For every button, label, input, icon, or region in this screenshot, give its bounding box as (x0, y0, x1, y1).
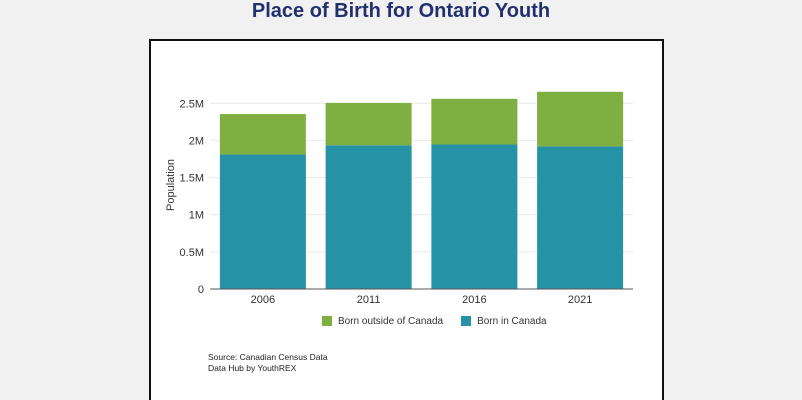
chart-card: 0 0.5M 1M 1.5M 2M 2.5M Population 2006 2011 2016 2… (149, 39, 664, 400)
legend-item-born-outside[interactable]: Born outside of Canada (322, 316, 443, 327)
y-tick-label: 2M (189, 135, 204, 147)
bar-born-in-canada (431, 144, 518, 289)
chart-legend: Born outside of Canada Born in Canada (322, 314, 547, 328)
x-tick-label: 2016 (462, 294, 486, 306)
legend-item-born-in-canada[interactable]: Born in Canada (461, 316, 547, 327)
y-tick-label: 2.5M (180, 98, 204, 110)
bar-born-in-canada (219, 154, 306, 289)
bar-born-in-canada (325, 145, 412, 289)
y-tick-label: 0.5M (180, 247, 204, 259)
bar-chart: 0 0.5M 1M 1.5M 2M 2.5M Population 2006 2011 2016 2… (165, 91, 633, 306)
source-line: Source: Canadian Census Data (208, 352, 328, 362)
bar-born-outside-canada (325, 102, 412, 146)
legend-label-born-in-canada: Born in Canada (477, 315, 547, 327)
x-tick-label: 2006 (251, 294, 275, 306)
legend-swatch-born-outside (322, 316, 332, 326)
x-tick-label: 2021 (568, 294, 592, 306)
legend-swatch-born-in-canada (461, 316, 472, 326)
credit-line: Data Hub by YouthREX (208, 363, 297, 373)
page-title: Place of Birth for Ontario Youth (251, 0, 551, 22)
y-tick-label: 1M (189, 210, 204, 222)
y-axis-title: Population (165, 159, 177, 211)
legend-label-born-outside: Born outside of Canada (338, 315, 444, 327)
y-tick-label: 0 (198, 284, 204, 296)
bar-born-in-canada (537, 146, 624, 289)
bar-born-outside-canada (219, 114, 306, 155)
bar-born-outside-canada (431, 98, 518, 145)
x-tick-label: 2011 (357, 294, 381, 306)
bar-born-outside-canada (537, 91, 624, 147)
y-tick-label: 1.5M (180, 173, 204, 185)
source-note: Source: Canadian Census Data Data Hub by… (208, 352, 328, 374)
